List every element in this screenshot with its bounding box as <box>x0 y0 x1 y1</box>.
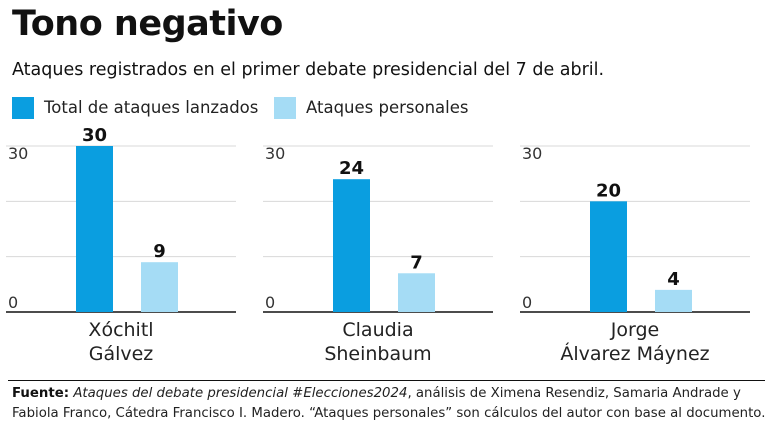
bar-total-value-label: 24 <box>339 158 364 179</box>
chart-subtitle: Ataques registrados en el primer debate … <box>12 60 605 80</box>
chart-title: Tono negativo <box>12 4 283 44</box>
candidate-name-line1: Claudia <box>342 319 414 341</box>
bar-personal-value-label: 9 <box>153 241 166 262</box>
legend-label-total: Total de ataques lanzados <box>44 98 259 117</box>
legend-swatch-personal <box>274 97 296 119</box>
bar-chart-svg: 30 0 30 9 <box>6 125 236 313</box>
bar-total-value-label: 20 <box>596 180 621 201</box>
y-tick-label: 0 <box>522 293 532 312</box>
bar-personal <box>655 289 692 312</box>
y-tick-label: 30 <box>522 144 542 163</box>
source-italic-text: Ataques del debate presidencial #Eleccio… <box>73 386 408 401</box>
bar-personal <box>398 273 435 312</box>
bar-total <box>333 179 370 312</box>
legend-swatch-total <box>12 97 34 119</box>
bar-total <box>76 146 113 312</box>
candidate-name-line2: Sheinbaum <box>324 343 432 365</box>
y-tick-label: 0 <box>8 293 18 312</box>
legend-label-personal: Ataques personales <box>306 98 469 117</box>
source-text: , análisis de Ximena Resendiz, Samaria A… <box>12 386 766 421</box>
candidate-name-line1: Jorge <box>610 319 660 341</box>
candidate-name: Claudia Sheinbaum <box>263 318 493 366</box>
y-tick-label: 30 <box>265 144 285 163</box>
source-note: Fuente: Ataques del debate presidencial … <box>12 384 767 424</box>
bar-personal <box>141 262 178 312</box>
y-tick-label: 30 <box>8 144 28 163</box>
bar-total <box>590 201 627 312</box>
bar-chart-svg: 30 0 24 7 <box>263 144 493 313</box>
y-tick-label: 0 <box>265 293 275 312</box>
bar-chart-svg: 30 0 20 4 <box>520 144 750 313</box>
bar-personal-value-label: 7 <box>410 252 423 273</box>
chart-panel-xochitl: 30 0 30 9 Xóchitl Gálvez <box>6 125 236 372</box>
candidate-name-line2: Gálvez <box>88 343 154 365</box>
chart-panel-claudia: 30 0 24 7 Claudia Sheinbaum <box>263 140 493 372</box>
candidate-name: Xóchitl Gálvez <box>6 318 236 366</box>
footer-divider <box>8 380 765 381</box>
candidate-name-line1: Xóchitl <box>88 319 154 341</box>
candidate-name-line2: Álvarez Máynez <box>560 343 710 365</box>
bar-total-value-label: 30 <box>82 125 107 146</box>
source-label: Fuente: <box>12 386 70 401</box>
chart-panel-jorge: 30 0 20 4 Jorge Álvarez Máynez <box>520 140 750 372</box>
candidate-name: Jorge Álvarez Máynez <box>520 318 750 366</box>
bar-personal-value-label: 4 <box>667 269 680 290</box>
